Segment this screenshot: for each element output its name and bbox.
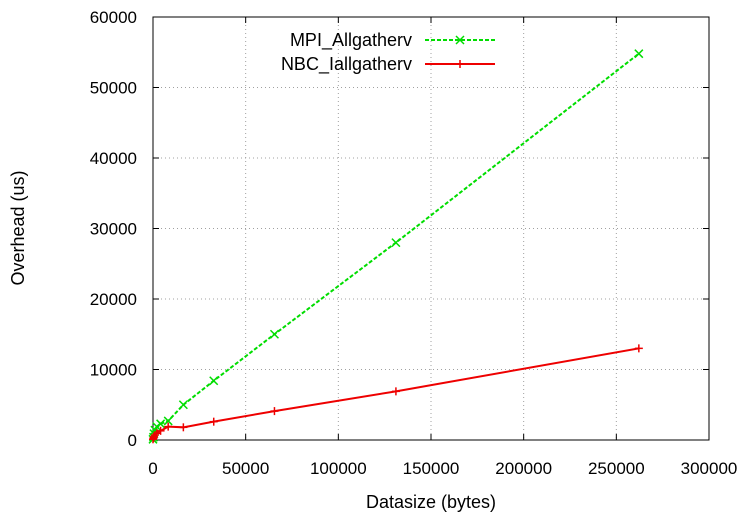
data-point [209, 376, 219, 386]
data-point [163, 416, 173, 426]
data-point [391, 238, 401, 248]
data-point [634, 344, 643, 353]
x-tick-label: 150000 [403, 459, 460, 478]
y-tick-label: 0 [128, 431, 137, 450]
legend-marker [455, 35, 465, 45]
legend-label: NBC_Iallgatherv [281, 54, 412, 75]
marker-stroke [156, 419, 166, 429]
x-tick-label: 50000 [222, 459, 269, 478]
x-axis-label: Datasize (bytes) [366, 492, 496, 512]
y-tick-label: 60000 [90, 8, 137, 27]
x-tick-label: 300000 [681, 459, 738, 478]
series-group [148, 49, 644, 444]
series-mpi-allgatherv [148, 49, 644, 444]
data-point [270, 407, 279, 416]
data-point [179, 423, 188, 432]
data-point [150, 431, 159, 440]
y-tick-label: 30000 [90, 220, 137, 239]
marker-stroke [455, 35, 465, 45]
x-tick-label: 100000 [310, 459, 367, 478]
marker-stroke [391, 238, 401, 248]
data-point [209, 417, 218, 426]
series-nbc-iallgatherv [149, 344, 643, 444]
legend: MPI_Allgatherv NBC_Iallgatherv [281, 30, 495, 75]
marker-stroke [178, 400, 188, 410]
y-axis-label: Overhead (us) [8, 170, 28, 285]
legend-label: MPI_Allgatherv [290, 30, 412, 51]
grid [153, 17, 709, 440]
x-tick-label: 200000 [495, 459, 552, 478]
series-line [152, 52, 640, 440]
marker-stroke [209, 376, 219, 386]
legend-marker [456, 60, 464, 68]
data-point [156, 419, 166, 429]
x-tick-label: 250000 [588, 459, 645, 478]
data-point [178, 400, 188, 410]
data-point [634, 49, 644, 59]
marker-stroke [269, 329, 279, 339]
y-tick-label: 40000 [90, 149, 137, 168]
data-point [156, 426, 165, 435]
y-tick-label: 20000 [90, 290, 137, 309]
data-point [269, 329, 279, 339]
marker-stroke [163, 416, 173, 426]
marker-stroke [634, 49, 644, 59]
data-point [164, 422, 173, 431]
y-tick-label: 50000 [90, 79, 137, 98]
y-tick-label: 10000 [90, 361, 137, 380]
x-tick-label: 0 [148, 459, 157, 478]
axis-ticks: 0 50000 100000 150000 200000 250000 300000 0 100… [90, 8, 738, 478]
data-point [391, 387, 400, 396]
